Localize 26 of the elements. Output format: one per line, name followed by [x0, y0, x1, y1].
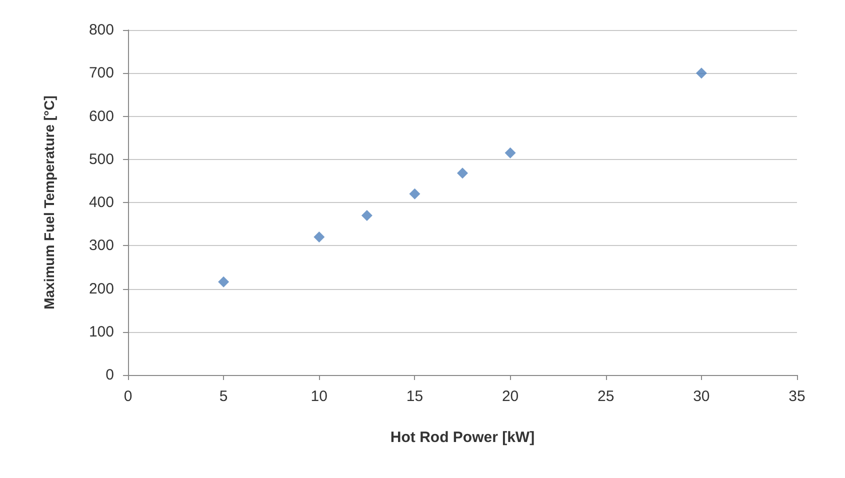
y-tick-label: 100 — [88, 323, 114, 340]
point — [409, 188, 420, 200]
x-tick-label: 10 — [310, 388, 328, 405]
y-tick-label: 700 — [88, 64, 114, 82]
x-tick-label: 15 — [406, 388, 424, 405]
point — [218, 276, 230, 288]
x-tick-label: 35 — [788, 388, 806, 405]
y-tick-label: 800 — [88, 22, 114, 38]
point — [504, 147, 516, 158]
y-axis-title: Maximum Fuel Temperature [°C] — [41, 96, 57, 310]
point — [314, 232, 325, 242]
y-tick-label: 500 — [88, 150, 114, 168]
x-tick-label: 5 — [219, 388, 228, 405]
y-tick-label: 0 — [106, 366, 114, 384]
y-tick-label: 300 — [88, 237, 114, 254]
x-tick-label: 0 — [124, 388, 132, 405]
y-tick-label: 400 — [88, 194, 114, 211]
x-axis-title: Hot Rod Power [kW] — [390, 429, 535, 446]
y-tick-label: 600 — [88, 108, 114, 125]
x-tick-label: 20 — [502, 388, 519, 405]
y-tick-label: 200 — [88, 280, 114, 298]
x-tick-label: 30 — [693, 388, 710, 405]
point — [361, 210, 372, 221]
x-tick-label: 25 — [598, 388, 614, 405]
point — [457, 168, 468, 179]
point — [696, 68, 707, 79]
